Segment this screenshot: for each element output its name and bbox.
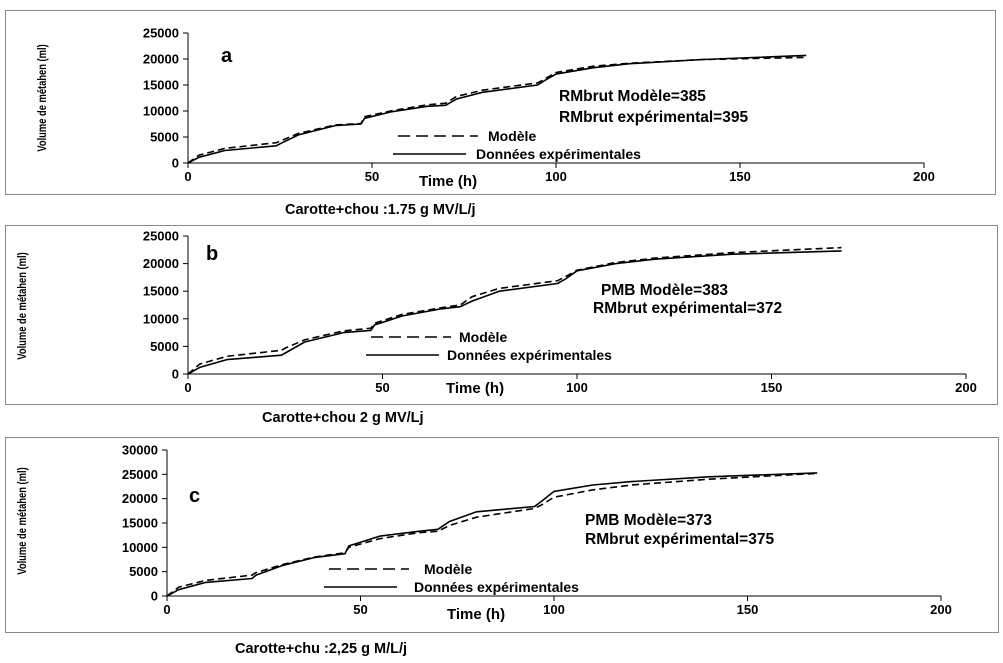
y-axis-label-b: Volume de métahen (ml) bbox=[16, 252, 29, 360]
legend-label-b-modele: Modèle bbox=[459, 329, 507, 345]
series-line-a-donnees bbox=[187, 54, 807, 164]
legend-label-a-donnees: Données expérimentales bbox=[476, 146, 641, 162]
y-tick-label-c: 5000 bbox=[129, 564, 158, 579]
series-line-a-modele bbox=[187, 56, 807, 164]
y-tick-label-c: 20000 bbox=[122, 491, 158, 506]
y-tick-label-a: 15000 bbox=[143, 78, 179, 93]
x-tick-label-a: 0 bbox=[184, 169, 191, 184]
legend-label-a-modele: Modèle bbox=[488, 128, 536, 144]
x-axis-label-b: Time (h) bbox=[446, 380, 504, 397]
panel-letter-b: b bbox=[206, 243, 218, 265]
chart-c-svg: 0 5000 10000 15000 20000 25000 30000 0 50 100 150 2… bbox=[16, 443, 952, 624]
annotation-a-0: RMbrut Modèle=385 bbox=[559, 88, 706, 105]
series-line-b-modele bbox=[187, 246, 842, 375]
x-tick-label-b: 200 bbox=[955, 380, 977, 395]
y-tick-label-b: 0 bbox=[172, 367, 179, 382]
y-tick-label-c: 25000 bbox=[122, 467, 158, 482]
legend-label-c-donnees: Données expérimentales bbox=[414, 579, 579, 595]
caption-c: Carotte+chu :2,25 g M/L/j bbox=[235, 641, 408, 657]
y-tick-label-c: 15000 bbox=[122, 516, 158, 531]
y-tick-label-a: 5000 bbox=[150, 130, 179, 145]
caption-b: Carotte+chou 2 g MV/Lj bbox=[262, 410, 424, 426]
x-tick-label-c: 150 bbox=[737, 602, 759, 617]
y-axis-label-a: Volume de métahen (ml) bbox=[36, 44, 49, 152]
x-tick-label-c: 200 bbox=[930, 602, 952, 617]
annotation-a-1: RMbrut expérimental=395 bbox=[559, 109, 748, 126]
x-tick-label-c: 50 bbox=[353, 602, 367, 617]
y-tick-label-b: 5000 bbox=[150, 339, 179, 354]
caption-a: Carotte+chou :1.75 g MV/L/j bbox=[285, 202, 476, 218]
chart-a-svg: 0 5000 10000 15000 20000 25000 0 50 100 150 200 Tim… bbox=[36, 26, 935, 191]
y-tick-label-a: 25000 bbox=[143, 26, 179, 41]
x-tick-label-b: 150 bbox=[761, 380, 783, 395]
y-tick-label-c: 10000 bbox=[122, 540, 158, 555]
x-tick-label-b: 0 bbox=[184, 380, 191, 395]
chart-b-svg: 0 5000 10000 15000 20000 25000 0 50 100 150 200 Tim… bbox=[16, 229, 977, 398]
x-tick-label-b: 50 bbox=[375, 380, 389, 395]
panel-letter-a: a bbox=[221, 45, 233, 67]
y-tick-label-b: 10000 bbox=[143, 311, 179, 326]
y-tick-label-b: 25000 bbox=[143, 229, 179, 244]
legend-label-c-modele: Modèle bbox=[424, 561, 472, 577]
annotation-c-0: PMB Modèle=373 bbox=[585, 512, 712, 529]
x-axis-label-a: Time (h) bbox=[419, 173, 477, 190]
panel-letter-c: c bbox=[189, 485, 200, 507]
annotation-b-0: PMB Modèle=383 bbox=[601, 282, 728, 299]
chart-panel-b: 0 5000 10000 15000 20000 25000 0 50 100 150 200 Tim… bbox=[5, 225, 998, 405]
x-tick-label-a: 100 bbox=[545, 169, 567, 184]
series-line-b-donnees bbox=[187, 250, 842, 375]
y-tick-label-b: 20000 bbox=[143, 256, 179, 271]
chart-panel-a: 0 5000 10000 15000 20000 25000 0 50 100 150 200 Tim… bbox=[5, 10, 996, 195]
y-tick-label-a: 20000 bbox=[143, 52, 179, 67]
x-tick-label-a: 150 bbox=[729, 169, 751, 184]
chart-panel-c: 0 5000 10000 15000 20000 25000 30000 0 50 100 150 2… bbox=[5, 437, 999, 633]
y-axis-label-c: Volume de métahen (ml) bbox=[16, 467, 29, 575]
x-tick-label-c: 0 bbox=[163, 602, 170, 617]
y-tick-label-c: 30000 bbox=[122, 443, 158, 458]
y-tick-label-c: 0 bbox=[151, 589, 158, 604]
x-axis-label-c: Time (h) bbox=[447, 606, 505, 623]
x-tick-label-a: 50 bbox=[365, 169, 379, 184]
series-line-c-modele bbox=[166, 472, 818, 597]
legend-label-b-donnees: Données expérimentales bbox=[447, 347, 612, 363]
x-tick-label-b: 100 bbox=[566, 380, 588, 395]
x-tick-label-a: 200 bbox=[913, 169, 935, 184]
y-tick-label-b: 15000 bbox=[143, 284, 179, 299]
series-line-c-donnees bbox=[166, 472, 818, 597]
annotation-b-1: RMbrut expérimental=372 bbox=[593, 300, 782, 317]
y-tick-label-a: 10000 bbox=[143, 104, 179, 119]
y-tick-label-a: 0 bbox=[172, 156, 179, 171]
annotation-c-1: RMbrut expérimental=375 bbox=[585, 531, 774, 548]
x-tick-label-c: 100 bbox=[543, 602, 565, 617]
